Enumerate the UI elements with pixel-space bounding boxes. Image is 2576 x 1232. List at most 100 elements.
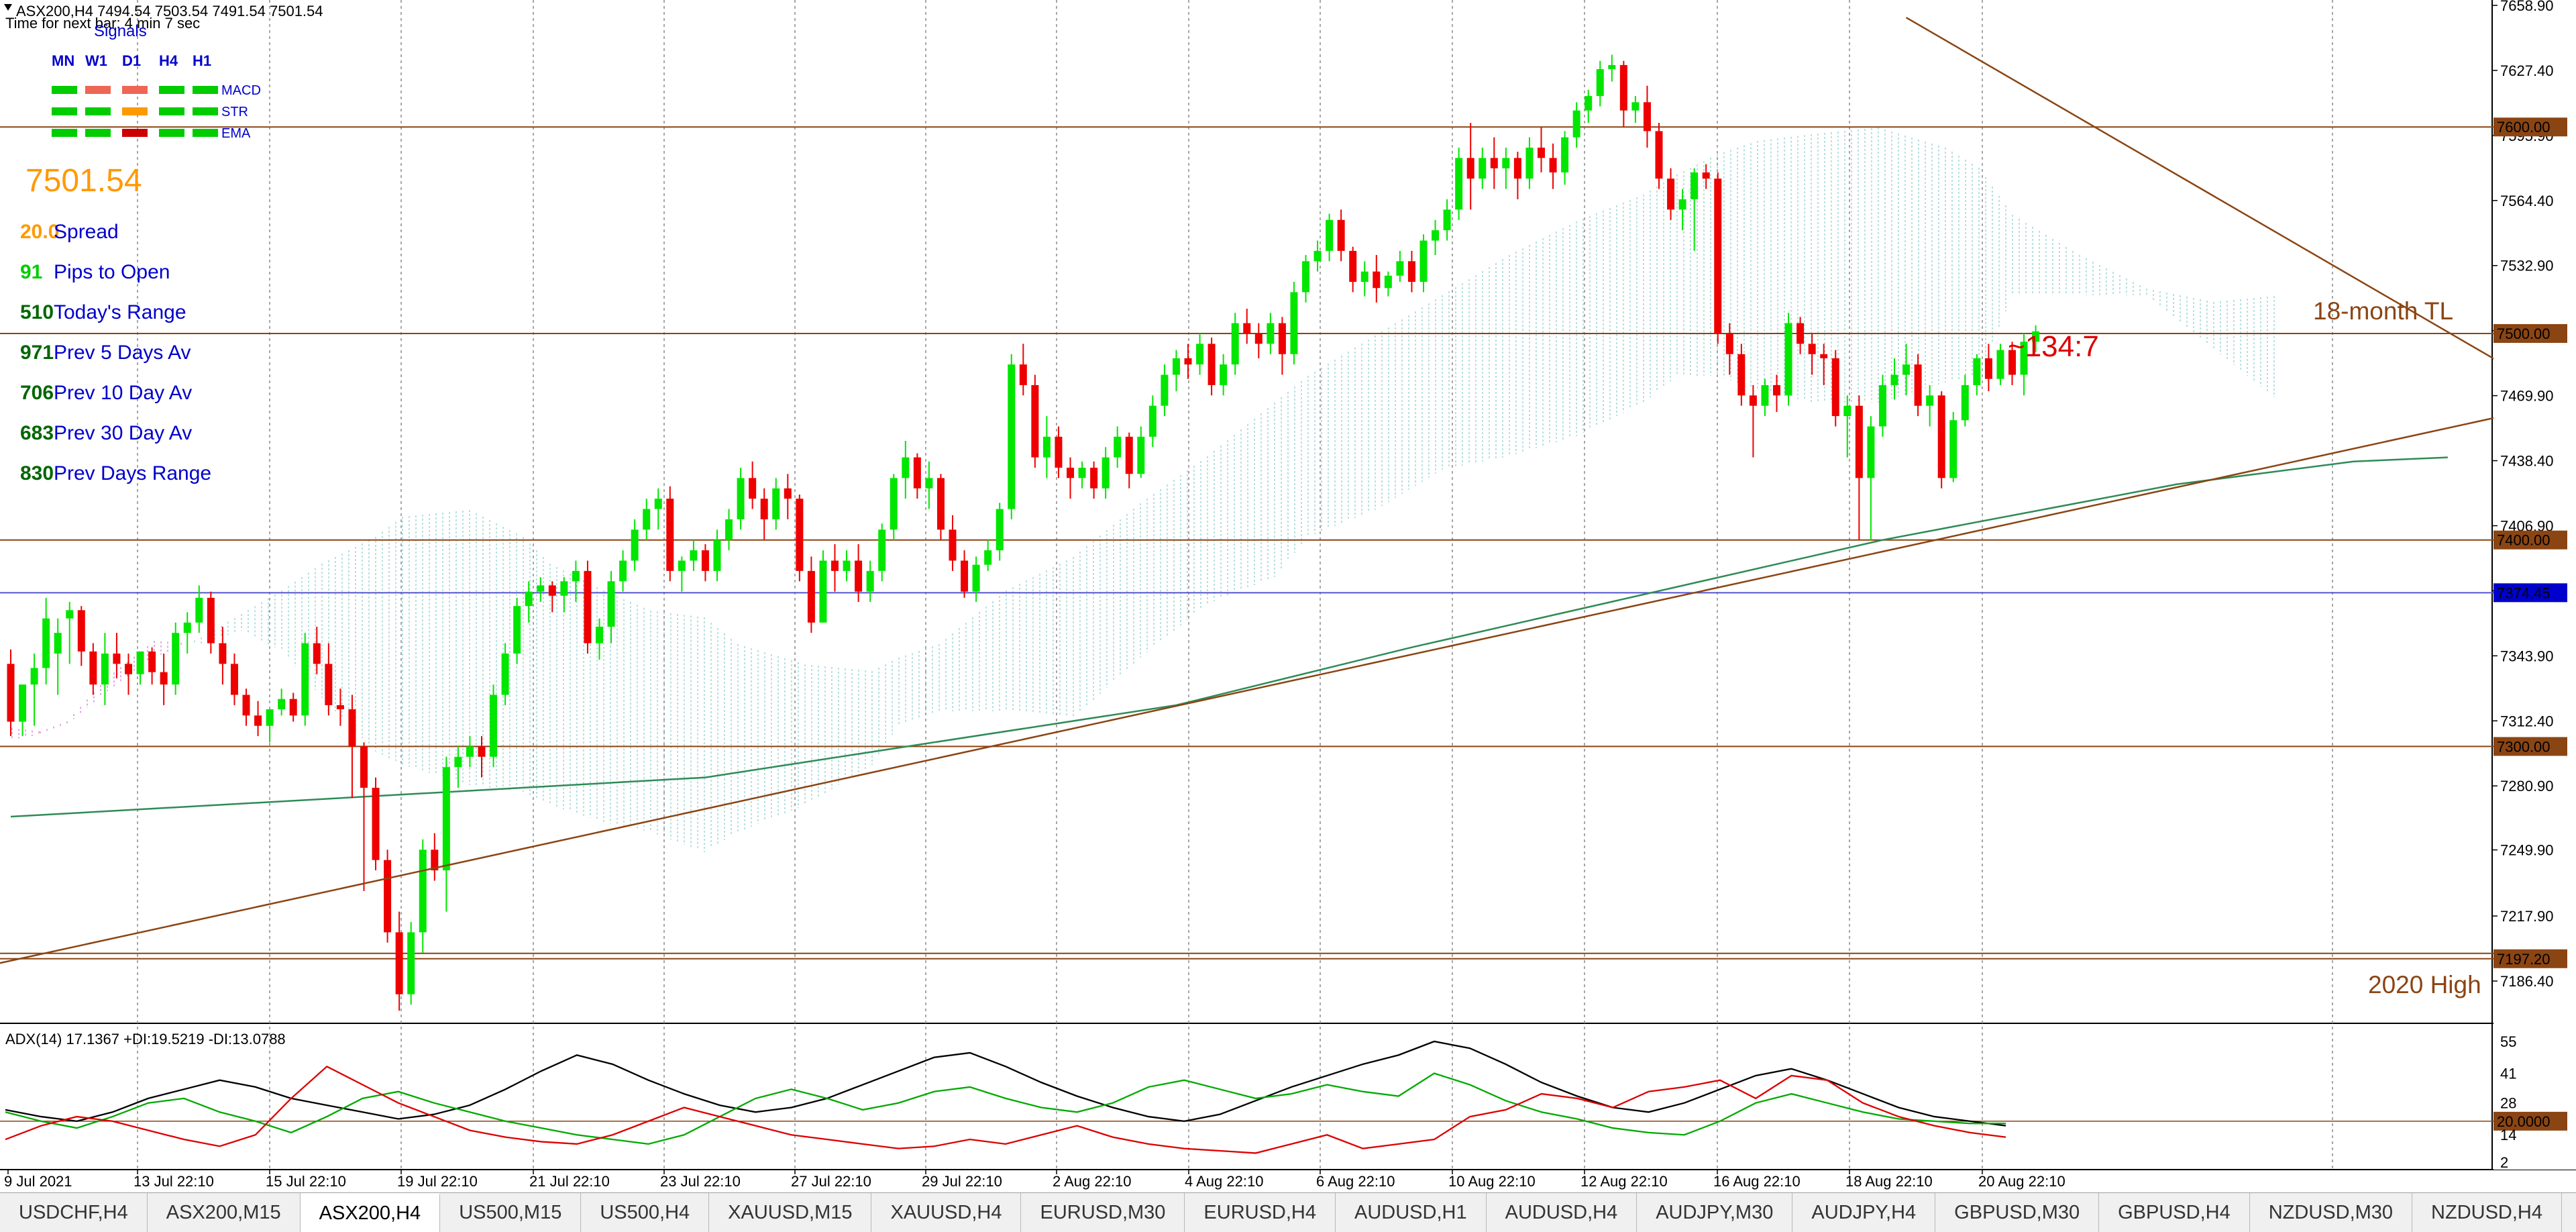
tab-nzdusd-m30[interactable]: NZDUSD,M30: [2250, 1193, 2413, 1232]
candle-body: [596, 626, 603, 644]
signal-row-label: STR: [221, 105, 248, 119]
candle-body: [1619, 64, 1627, 111]
tab-asx200-h4[interactable]: ASX200,H4: [300, 1193, 441, 1232]
bear-candle: [1513, 152, 1521, 199]
info-value: 830: [20, 462, 54, 484]
bear-candle: [113, 633, 121, 678]
info-value: 683: [20, 422, 54, 444]
tab-eurusd-m30[interactable]: EURUSD,M30: [1021, 1193, 1185, 1232]
tab-us500-h4[interactable]: US500,H4: [581, 1193, 710, 1232]
bull-candle: [996, 503, 1004, 561]
signal-cell: [52, 86, 77, 94]
adx-level-text: 20.0000: [2497, 1113, 2551, 1130]
bear-candle: [749, 461, 757, 509]
tab-usdj[interactable]: USDJ: [2562, 1193, 2576, 1232]
time-tick-label: 23 Jul 22:10: [660, 1173, 741, 1190]
bull-candle: [101, 633, 109, 705]
candle-body: [1961, 384, 1969, 421]
candle-body: [1831, 358, 1839, 417]
candle-body: [1231, 323, 1239, 365]
candle-body: [1737, 354, 1746, 396]
candle-body: [207, 597, 215, 644]
candle-body: [525, 591, 533, 607]
tab-asx200-m15[interactable]: ASX200,M15: [148, 1193, 301, 1232]
tab-gbpusd-h4[interactable]: GBPUSD,H4: [2099, 1193, 2250, 1232]
bear-candle: [1667, 168, 1675, 220]
candle-body: [1984, 358, 1992, 379]
candle-body: [1749, 395, 1757, 406]
bear-candle: [831, 544, 839, 592]
bull-candle: [1137, 426, 1145, 478]
bear-candle: [289, 692, 297, 722]
bull-candle: [1419, 234, 1428, 293]
bear-candle: [125, 653, 132, 695]
candle-body: [1008, 364, 1016, 509]
candle-body: [1360, 271, 1368, 283]
candle-body: [1655, 131, 1663, 179]
candle-body: [1313, 250, 1322, 262]
bull-candle: [1360, 261, 1368, 297]
bear-candle: [1538, 127, 1545, 172]
candle-body: [454, 756, 462, 768]
tab-xauusd-m15[interactable]: XAUUSD,M15: [709, 1193, 872, 1232]
signal-cell: [159, 129, 184, 137]
bear-candle: [796, 495, 804, 582]
info-value: 91: [20, 261, 42, 283]
candle-body: [478, 746, 486, 757]
candle-body: [54, 633, 62, 654]
time-tick-label: 13 Jul 22:10: [133, 1173, 214, 1190]
bull-candle: [1784, 313, 1792, 406]
tab-gbpusd-m30[interactable]: GBPUSD,M30: [1935, 1193, 2100, 1232]
adx-series-line: [5, 1040, 2006, 1127]
candle-body: [1572, 110, 1580, 138]
candle-body: [1855, 405, 1863, 478]
tab-audjpy-h4[interactable]: AUDJPY,H4: [1792, 1193, 1936, 1232]
candle-body: [1196, 344, 1204, 365]
bull-candle: [1432, 219, 1440, 256]
candle-body: [183, 622, 191, 633]
bull-candle: [690, 540, 698, 571]
chart-canvas: 7658.907627.407595.907564.407532.907501.…: [0, 0, 2576, 1190]
candle-body: [1525, 148, 1534, 179]
tab-nzdusd-h4[interactable]: NZDUSD,H4: [2412, 1193, 2563, 1232]
candle-body: [1914, 364, 1922, 406]
bull-candle: [819, 550, 827, 623]
candle-body: [972, 564, 980, 592]
info-label: Prev 10 Day Av: [54, 382, 192, 404]
price-label-text: 7500.00: [2497, 325, 2551, 342]
candle-body: [360, 746, 368, 788]
candle-body: [442, 767, 450, 871]
candle-body: [77, 610, 85, 652]
tab-audjpy-m30[interactable]: AUDJPY,M30: [1637, 1193, 1793, 1232]
bear-candle: [1278, 317, 1286, 375]
candle-body: [1220, 364, 1228, 385]
signal-cell: [122, 107, 148, 115]
signal-cell: [122, 86, 148, 94]
bull-candle: [442, 756, 450, 912]
bear-candle: [1349, 246, 1357, 293]
candle-body: [631, 529, 639, 561]
bear-candle: [207, 591, 215, 654]
info-value: 510: [20, 301, 54, 323]
candle-body: [796, 499, 804, 571]
candle-body: [2008, 350, 2016, 375]
bear-candle: [325, 643, 333, 716]
tab-xauusd-h4[interactable]: XAUUSD,H4: [871, 1193, 1022, 1232]
tab-usdchf-h4[interactable]: USDCHF,H4: [0, 1193, 148, 1232]
bear-candle: [1914, 354, 1922, 417]
candle-body: [878, 529, 886, 571]
bear-candle: [961, 550, 969, 598]
bear-candle: [148, 647, 156, 685]
bull-candle: [1502, 148, 1510, 189]
tab-eurusd-h4[interactable]: EURUSD,H4: [1185, 1193, 1336, 1232]
tab-us500-m15[interactable]: US500,M15: [440, 1193, 582, 1232]
price-label-text: 7600.00: [2497, 119, 2551, 136]
candle-body: [89, 651, 97, 685]
tab-audusd-h4[interactable]: AUDUSD,H4: [1487, 1193, 1638, 1232]
candle-body: [125, 664, 132, 674]
candle-body: [643, 509, 651, 530]
candle-body: [607, 581, 615, 627]
candle-body: [949, 529, 957, 561]
tab-audusd-h1[interactable]: AUDUSD,H1: [1336, 1193, 1487, 1232]
collapse-triangle-icon[interactable]: [4, 4, 12, 11]
